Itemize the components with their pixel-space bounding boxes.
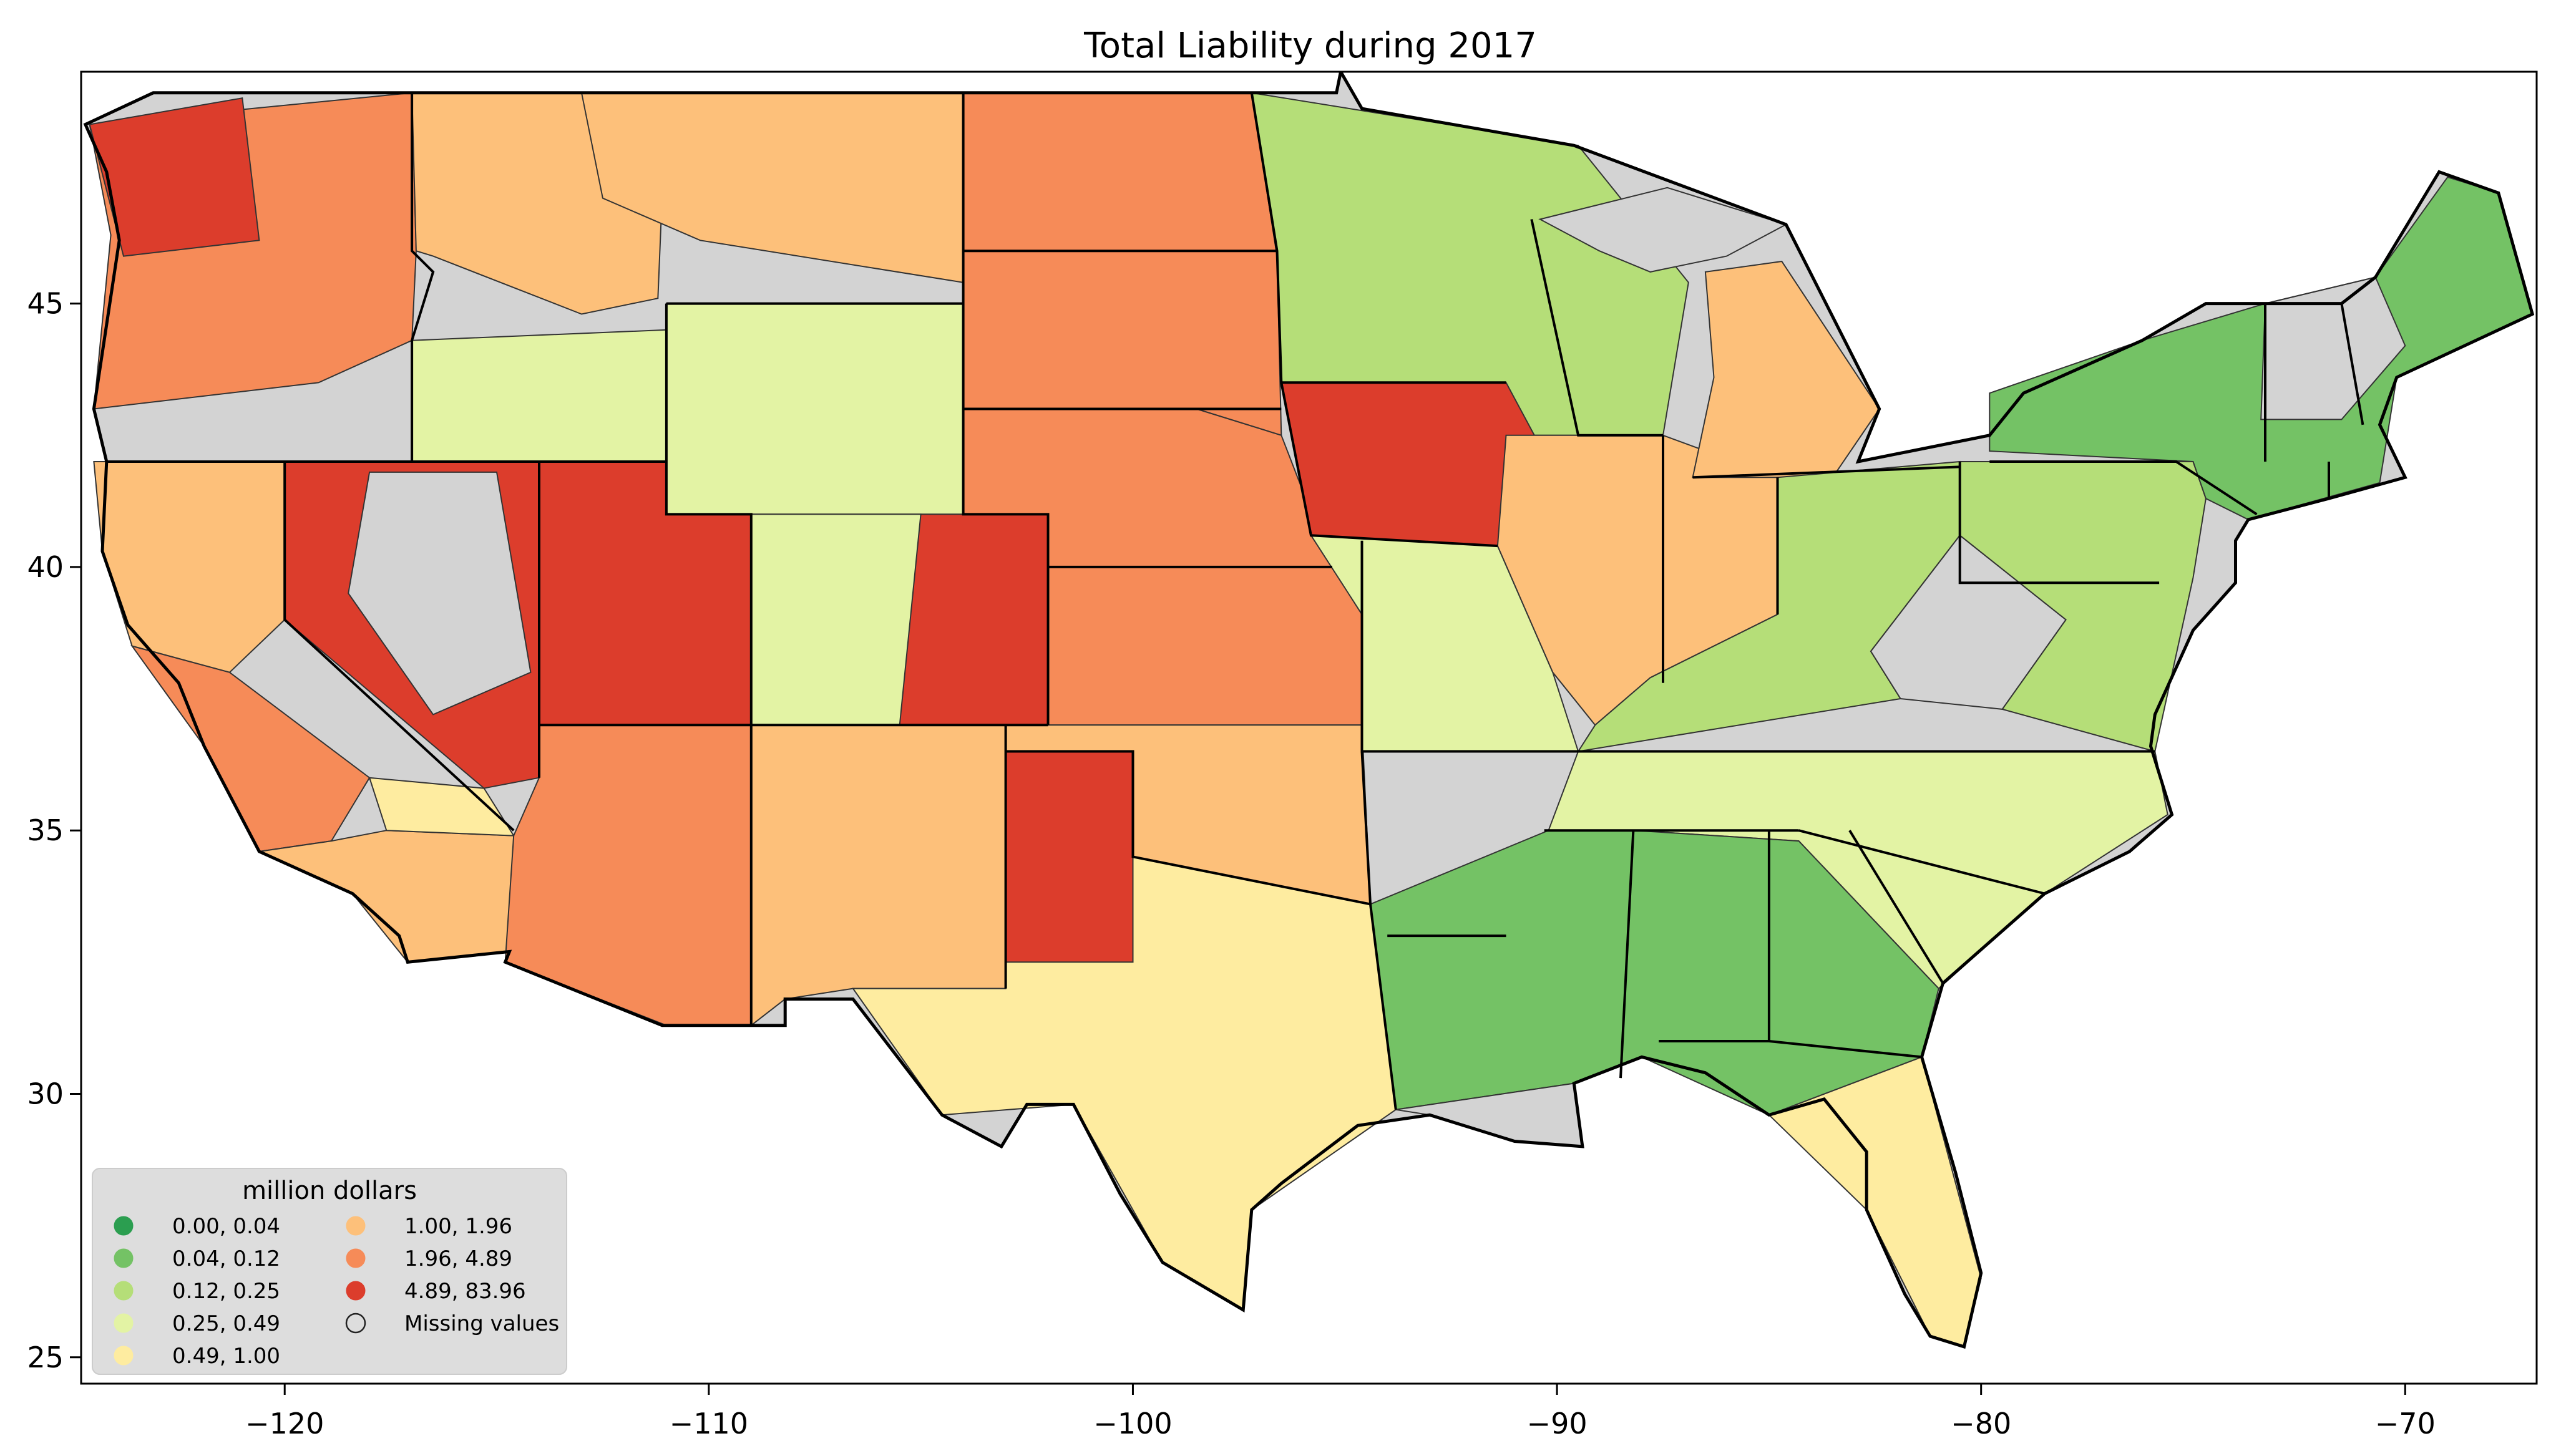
legend-swatch (114, 1346, 134, 1366)
legend-label: 1.96, 4.89 (404, 1246, 512, 1271)
state-border-27 (1530, 219, 1663, 437)
state-border-32 (2340, 303, 2364, 425)
plot-frame (80, 70, 2538, 1385)
legend-label: 0.49, 1.00 (172, 1344, 280, 1369)
state-border-22 (1848, 830, 1944, 984)
state-border-0 (411, 92, 435, 462)
region-16 (962, 92, 1282, 437)
state-border-13 (1250, 92, 1506, 384)
legend-label: 0.00, 0.04 (172, 1214, 280, 1239)
legend-label: Missing values (404, 1311, 559, 1336)
legend-title: million dollars (242, 1177, 417, 1205)
x-tick-label: −100 (1093, 1407, 1172, 1440)
region-15 (750, 513, 922, 726)
x-tick-label: −110 (670, 1407, 748, 1440)
legend-label: 0.25, 0.49 (172, 1311, 280, 1336)
region-1 (89, 97, 260, 257)
state-border-14 (1280, 382, 1498, 548)
state-border-19 (1619, 830, 1635, 1079)
legend-swatch (114, 1216, 134, 1236)
legend-swatch (346, 1216, 366, 1236)
state-border-2 (283, 462, 515, 832)
y-tick-label: 30 (27, 1077, 64, 1110)
us-outline (83, 72, 2535, 1349)
map-title: Total Liability during 2017 (1083, 26, 1537, 66)
y-axis: 25 30 35 40 45 (27, 287, 81, 1374)
state-border-21 (1768, 1040, 1922, 1059)
legend-swatch (114, 1248, 134, 1268)
state-border-23 (1798, 829, 2046, 895)
y-tick-label: 25 (27, 1341, 64, 1374)
region-13 (750, 724, 1007, 1027)
y-tick-label: 40 (27, 550, 64, 584)
region-20 (1005, 750, 1134, 963)
legend-swatch (346, 1281, 366, 1301)
legend-label: 1.00, 1.96 (404, 1214, 512, 1239)
legend-swatch (114, 1313, 134, 1333)
region-4 (411, 329, 667, 462)
x-tick-label: −120 (245, 1407, 324, 1440)
state-border-7 (962, 92, 1050, 726)
region-5 (665, 303, 964, 515)
legend-items: 0.00, 0.04 0.04, 0.12 0.12, 0.25 0.25, 0.49… (114, 1214, 559, 1369)
legend-swatch (114, 1281, 134, 1301)
state-border-4 (665, 303, 753, 1026)
legend-swatch (345, 1313, 366, 1334)
legend-box (92, 1168, 567, 1375)
county-regions (85, 72, 2534, 1348)
y-tick-label: 35 (27, 813, 64, 847)
legend-label: 0.12, 0.25 (172, 1279, 280, 1304)
x-tick-label: −70 (2375, 1407, 2436, 1440)
region-34 (2260, 276, 2406, 420)
state-border-12 (1005, 750, 1371, 906)
y-tick-label: 45 (27, 287, 64, 321)
state-border-30 (1989, 460, 2258, 516)
legend: million dollars 0.00, 0.04 0.04, 0.12 0.12… (92, 1168, 567, 1375)
region-35 (1538, 187, 1788, 273)
x-tick-label: −80 (1951, 1407, 2011, 1440)
x-tick-label: −90 (1527, 1407, 1588, 1440)
state-border-29 (1958, 462, 2160, 585)
legend-label: 0.04, 0.12 (172, 1246, 280, 1271)
state-borders (83, 72, 2535, 1349)
state-border-16 (1360, 751, 1397, 1110)
legend-label: 4.89, 83.96 (404, 1279, 526, 1304)
x-axis: −120 −110 −100 −90 −80 −70 (245, 1384, 2436, 1440)
region-36 (348, 471, 532, 716)
state-border-28 (1692, 465, 1960, 479)
legend-swatch (346, 1248, 366, 1268)
